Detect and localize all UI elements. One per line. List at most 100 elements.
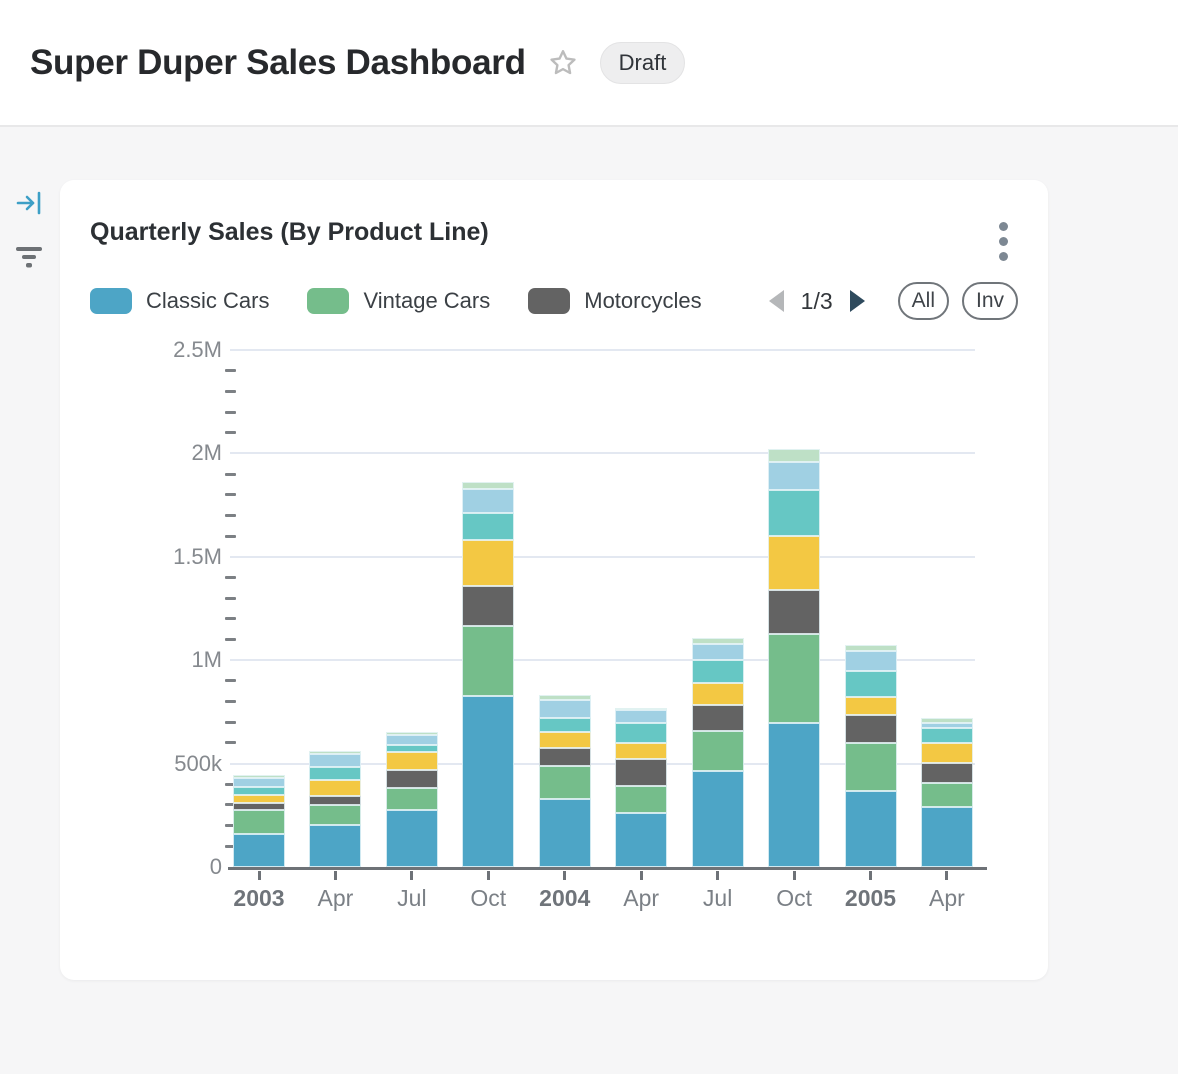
bar-segment-vintage-cars[interactable]: [309, 804, 362, 826]
bar-segment-vintage-cars[interactable]: [768, 633, 821, 724]
bar-segment-classic-cars[interactable]: [844, 790, 897, 867]
legend-label: Classic Cars: [146, 288, 270, 313]
bar-segment[interactable]: [844, 644, 897, 651]
bar-segment-vintage-cars[interactable]: [385, 787, 438, 810]
bar-segment[interactable]: [615, 708, 668, 711]
bar-group-apr[interactable]: [615, 708, 668, 867]
bar-segment-motorcycles[interactable]: [538, 747, 591, 766]
bar-segment[interactable]: [233, 786, 285, 795]
bar-segment[interactable]: [233, 794, 285, 803]
legend-prev-page-button[interactable]: [768, 290, 784, 312]
bar-segment[interactable]: [538, 717, 591, 732]
bar-segment[interactable]: [615, 722, 668, 744]
bar-segment-vintage-cars[interactable]: [538, 765, 591, 799]
bar-segment-motorcycles[interactable]: [462, 585, 515, 627]
bar-group-oct[interactable]: [462, 481, 515, 867]
bar-segment[interactable]: [538, 694, 591, 700]
kebab-dot: [999, 222, 1008, 231]
bar-segment[interactable]: [385, 745, 438, 753]
legend-row: Classic Cars Vintage Cars Motorcycles 1/3 …: [90, 281, 1018, 321]
bar-segment[interactable]: [768, 449, 821, 463]
bar-segment-classic-cars[interactable]: [233, 833, 285, 867]
bar-group-jul[interactable]: [385, 732, 438, 867]
bar-segment[interactable]: [385, 752, 438, 770]
bar-segment[interactable]: [920, 728, 973, 744]
bar-segment[interactable]: [691, 643, 744, 660]
filter-button[interactable]: [15, 245, 43, 276]
bar-segment[interactable]: [309, 767, 362, 780]
bar-segment[interactable]: [462, 513, 515, 541]
bar-segment-motorcycles[interactable]: [844, 714, 897, 743]
favorite-star-button[interactable]: [546, 46, 580, 80]
bar-segment-classic-cars[interactable]: [691, 771, 744, 867]
legend-item-classic-cars[interactable]: Classic Cars: [90, 288, 269, 314]
bar-segment-classic-cars[interactable]: [920, 806, 973, 867]
bar-segment[interactable]: [538, 731, 591, 748]
bar-segment[interactable]: [385, 734, 438, 746]
legend-swatch: [307, 288, 350, 314]
select-all-button[interactable]: All: [897, 282, 949, 320]
bar-segment[interactable]: [920, 722, 973, 729]
bar-segment-classic-cars[interactable]: [309, 825, 362, 867]
bar-segment[interactable]: [920, 743, 973, 764]
bar-segment[interactable]: [462, 540, 515, 586]
bar-segment[interactable]: [920, 718, 973, 723]
bar-segment[interactable]: [615, 743, 668, 760]
bar-segment-motorcycles[interactable]: [691, 705, 744, 732]
bar-segment-vintage-cars[interactable]: [691, 731, 744, 772]
bar-segment[interactable]: [844, 696, 897, 715]
bar-segment[interactable]: [615, 710, 668, 723]
bar-segment-motorcycles[interactable]: [233, 802, 285, 811]
invert-selection-button[interactable]: Inv: [961, 282, 1018, 320]
bar-group-apr[interactable]: [920, 718, 973, 867]
legend-item-vintage-cars[interactable]: Vintage Cars: [307, 288, 490, 314]
card-menu-button[interactable]: [993, 218, 1014, 265]
bar-group-2005[interactable]: [844, 644, 897, 867]
bar-segment[interactable]: [309, 779, 362, 796]
bar-segment[interactable]: [309, 754, 362, 768]
bar-segment[interactable]: [309, 751, 362, 755]
x-axis-label: Jul: [702, 885, 733, 911]
bar-segment[interactable]: [233, 778, 285, 787]
bar-segment[interactable]: [844, 650, 897, 671]
bar-group-oct[interactable]: [768, 449, 821, 867]
bar-group-jul[interactable]: [691, 637, 744, 867]
bar-segment[interactable]: [844, 670, 897, 697]
bar-segment[interactable]: [768, 490, 821, 536]
x-axis-label: Apr: [317, 885, 354, 911]
bar-segment[interactable]: [538, 699, 591, 718]
bar-segment-motorcycles[interactable]: [920, 763, 973, 784]
bar-segment[interactable]: [768, 535, 821, 591]
bar-segment[interactable]: [462, 481, 515, 490]
legend-page-indicator: 1/3: [800, 287, 833, 314]
bar-segment-vintage-cars[interactable]: [462, 626, 515, 696]
x-axis-tick: [716, 871, 720, 880]
bar-segment-vintage-cars[interactable]: [920, 783, 973, 807]
bar-segment[interactable]: [462, 489, 515, 514]
bar-segment-motorcycles[interactable]: [768, 590, 821, 634]
legend-next-page-button[interactable]: [849, 290, 865, 312]
bar-segment-vintage-cars[interactable]: [615, 786, 668, 814]
bar-segment-classic-cars[interactable]: [615, 813, 668, 867]
bar-segment[interactable]: [385, 732, 438, 735]
bar-segment[interactable]: [691, 659, 744, 683]
collapse-panel-button[interactable]: [16, 190, 44, 221]
x-axis-tick: [869, 871, 873, 880]
bar-segment[interactable]: [691, 637, 744, 644]
bar-segment-motorcycles[interactable]: [309, 795, 362, 805]
bar-segment-motorcycles[interactable]: [385, 769, 438, 788]
bar-group-2004[interactable]: [538, 694, 591, 867]
bar-segment-classic-cars[interactable]: [385, 809, 438, 867]
bar-segment-classic-cars[interactable]: [538, 798, 591, 867]
bar-segment-vintage-cars[interactable]: [233, 810, 285, 834]
bar-segment-motorcycles[interactable]: [615, 759, 668, 787]
bar-segment-vintage-cars[interactable]: [844, 742, 897, 791]
legend-item-motorcycles[interactable]: Motorcycles: [528, 288, 702, 314]
bar-segment[interactable]: [691, 682, 744, 706]
bar-segment-classic-cars[interactable]: [462, 695, 515, 867]
bar-group-apr[interactable]: [309, 751, 362, 867]
bar-segment[interactable]: [233, 775, 285, 779]
bar-segment[interactable]: [768, 462, 821, 491]
bar-group-2003[interactable]: [233, 775, 285, 867]
bar-segment-classic-cars[interactable]: [768, 723, 821, 867]
